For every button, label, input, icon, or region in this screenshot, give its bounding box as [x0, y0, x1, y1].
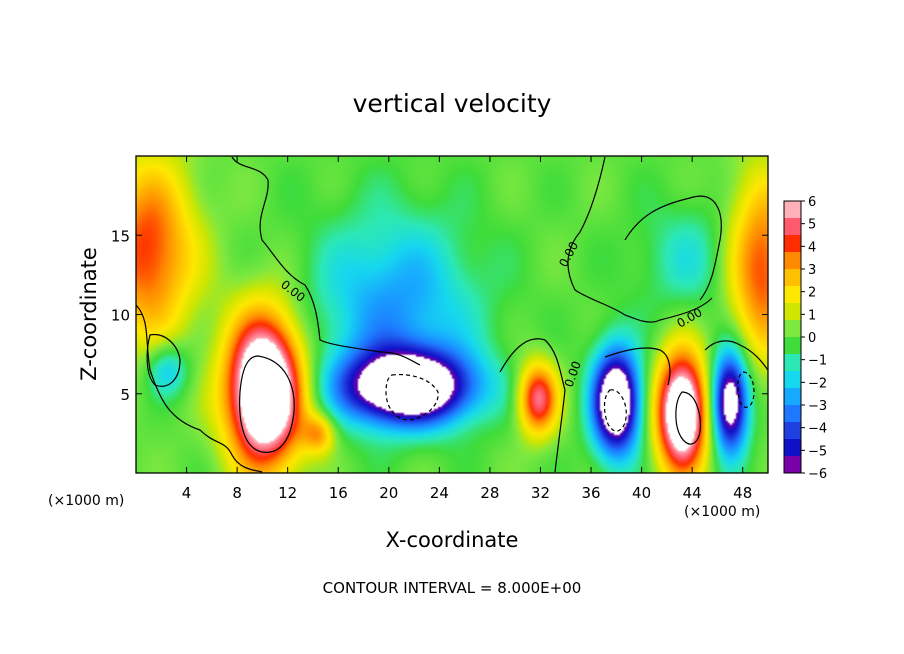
x-tick-label: 24 — [430, 484, 449, 502]
colorbar-tick-label: −3 — [808, 399, 827, 414]
colorbar-swatch — [784, 337, 801, 355]
colorbar-tick-label: 4 — [808, 240, 816, 255]
colorbar-swatch — [784, 354, 801, 372]
zero-contour — [135, 304, 263, 473]
colorbar-swatch — [784, 371, 801, 389]
x-tick-label: 4 — [182, 484, 192, 502]
zero-contour — [604, 347, 671, 386]
x-axis-label: X-coordinate — [386, 528, 519, 552]
colorbar-tick-label: −4 — [808, 422, 827, 437]
colorbar-swatch — [784, 439, 801, 457]
colorbar-swatch — [784, 320, 801, 338]
colorbar-swatch — [784, 422, 801, 440]
colorbar-tick-label: −5 — [808, 444, 827, 459]
chart-title: vertical velocity — [353, 89, 552, 118]
colorbar-tick-label: −2 — [808, 376, 827, 391]
x-tick-label: 16 — [329, 484, 348, 502]
colorbar-tick-label: 2 — [808, 286, 816, 301]
colorbar-tick-label: 0 — [808, 331, 816, 346]
y-axis-label: Z-coordinate — [77, 247, 101, 381]
colorbar-swatch — [784, 235, 801, 253]
x-tick-label: 28 — [480, 484, 499, 502]
y-tick-label: 10 — [111, 307, 130, 325]
y-tick-label: 5 — [120, 386, 130, 404]
colorbar-swatch — [784, 388, 801, 406]
x-unit-label-left: (×1000 m) — [48, 493, 124, 509]
colorbar-swatch — [784, 201, 801, 219]
y-axis: 5 10 15 — [111, 227, 768, 404]
x-tick-label: 32 — [531, 484, 550, 502]
colorbar-tick-label: 5 — [808, 218, 816, 233]
x-tick-label: 44 — [683, 484, 702, 502]
zero-contour — [499, 338, 566, 473]
zero-contour — [231, 156, 421, 366]
colorbar-swatch — [784, 303, 801, 321]
min-contour — [385, 373, 439, 421]
max-contour — [675, 391, 701, 445]
colorbar-tick-label: −1 — [808, 354, 827, 369]
x-tick-label: 8 — [232, 484, 242, 502]
colorbar-tick-label: 1 — [808, 308, 816, 323]
heatmap-field — [136, 156, 768, 473]
min-contour — [603, 389, 627, 432]
contour-interval-note: CONTOUR INTERVAL = 8.000E+00 — [323, 579, 582, 597]
plot-area: 0.00 0.00 0.00 0.00 4 8 12 16 20 24 28 32 36 40 44… — [111, 155, 769, 502]
x-tick-label: 48 — [733, 484, 752, 502]
colorbar-tick-label: 3 — [808, 263, 816, 278]
zero-contour — [146, 333, 181, 387]
zero-contour — [567, 156, 713, 323]
min-contour — [737, 371, 755, 408]
x-tick-label: 20 — [379, 484, 398, 502]
colorbar-swatch — [784, 286, 801, 304]
colorbar-swatch — [784, 252, 801, 270]
colorbar: 6 5 4 3 2 1 0 −1 −2 −3 −4 −5 −6 — [783, 195, 827, 482]
x-axis: 4 8 12 16 20 24 28 32 36 40 44 48 — [182, 156, 752, 502]
colorbar-swatch — [784, 456, 801, 474]
y-tick-label: 15 — [111, 227, 130, 245]
max-contour — [239, 355, 295, 453]
zero-contour — [704, 340, 769, 371]
colorbar-swatch — [784, 405, 801, 423]
colorbar-tick-label: 6 — [808, 195, 816, 210]
x-tick-label: 12 — [278, 484, 297, 502]
zero-contour — [624, 195, 722, 301]
colorbar-swatch — [784, 218, 801, 236]
zero-contours — [135, 156, 769, 473]
x-tick-label: 36 — [581, 484, 600, 502]
x-unit-label-right: (×1000 m) — [684, 504, 760, 520]
colorbar-tick-label: −6 — [808, 467, 827, 482]
x-tick-label: 40 — [632, 484, 651, 502]
colorbar-swatch — [784, 269, 801, 287]
